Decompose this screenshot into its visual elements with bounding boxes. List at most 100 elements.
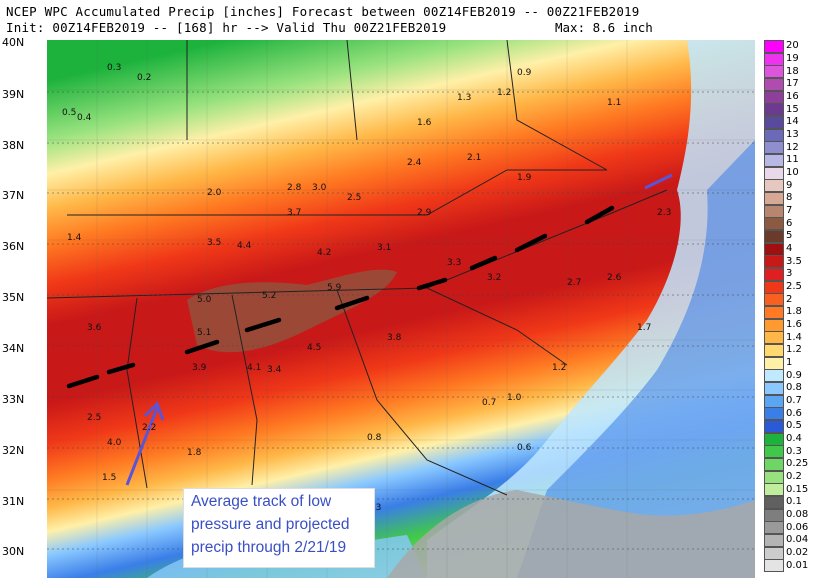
precip-value: 0.6 [517, 443, 532, 453]
legend-label: 0.7 [786, 395, 802, 406]
precip-value: 3.4 [267, 365, 282, 375]
legend-label: 2.5 [786, 281, 802, 292]
precip-value: 5.9 [327, 283, 342, 293]
legend-label: 0.06 [786, 521, 809, 533]
legend-swatch [764, 90, 784, 104]
precip-value: 5.0 [197, 295, 212, 305]
precip-map: 0.3 0.2 0.4 0.5 0.9 1.2 1.3 1.6 1.1 1.4 2.0 2.8 3.0 2… [47, 40, 755, 578]
legend-swatch [764, 242, 784, 256]
precip-value: 1.1 [607, 98, 621, 108]
legend-swatch [764, 356, 784, 370]
legend-swatch [764, 179, 784, 193]
legend-swatch [764, 204, 784, 218]
legend-swatch [764, 445, 784, 459]
precip-value: 1.2 [552, 363, 566, 373]
legend-swatch [764, 344, 784, 358]
annotation-line-2: pressure and projected [191, 516, 350, 533]
legend-label: 3.5 [786, 255, 802, 267]
precip-value: 0.7 [482, 398, 496, 408]
precip-value: 0.9 [517, 68, 532, 78]
legend-swatch [764, 559, 784, 573]
legend-label: 0.02 [786, 547, 809, 558]
legend-label: 1.4 [786, 331, 802, 343]
precip-value: 1.9 [517, 173, 532, 183]
legend-label: 4 [786, 243, 793, 254]
precip-value-labels: 0.3 0.2 0.40.5 0.9 1.2 1.3 1.6 1.1 1.4 2.0 2.8 3.0 2… [62, 63, 671, 513]
precip-map-canvas: 0.3 0.2 0.40.5 0.9 1.2 1.3 1.6 1.1 1.4 2.0 2.8 3.0 2… [47, 40, 755, 578]
legend-swatch [764, 116, 784, 130]
legend-swatch [764, 369, 784, 383]
precip-value: 3.1 [377, 243, 391, 253]
legend-label: 7 [786, 205, 793, 216]
legend-swatch [764, 280, 784, 294]
no-precip-area [387, 490, 755, 578]
annotation-line-1: Average track of low [191, 493, 332, 510]
lat-label-40n: 40N [2, 36, 25, 49]
legend-swatch [764, 255, 784, 269]
legend-label: 18 [786, 65, 799, 77]
legend-swatch [764, 268, 784, 282]
precip-value: 3.9 [192, 363, 207, 373]
legend-label: 10 [786, 167, 799, 178]
precip-value: 1.3 [457, 93, 471, 103]
precip-value: 0.3 [107, 63, 121, 73]
precip-value: 2.5 [87, 413, 101, 423]
legend-swatch [764, 78, 784, 92]
legend-label: 12 [786, 141, 799, 153]
legend-swatch [764, 52, 784, 66]
precip-value: 3.8 [387, 333, 402, 343]
precip-value: 3.0 [312, 183, 327, 193]
legend-swatch [764, 128, 784, 142]
county-lines [47, 40, 755, 578]
annotation-line-3: precip through 2/21/19 [191, 539, 347, 556]
legend-swatch [764, 318, 784, 332]
legend-label: 16 [786, 91, 799, 102]
precip-value: 3.3 [447, 258, 461, 268]
precip-value: 2.6 [607, 273, 622, 283]
legend-swatch [764, 166, 784, 180]
legend-label: 9 [786, 179, 793, 191]
legend-swatch [764, 230, 784, 244]
precip-value: 5.1 [197, 328, 211, 338]
precip-value: 3.5 [207, 238, 221, 248]
legend-swatch [764, 458, 784, 472]
precip-value: 1.6 [417, 118, 432, 128]
precip-value: 3.2 [487, 273, 501, 283]
precip-value: 0.5 [62, 108, 76, 118]
precip-value: 2.8 [287, 183, 302, 193]
legend-swatch [764, 394, 784, 408]
legend-label: 6 [786, 217, 793, 229]
legend-swatch [764, 407, 784, 421]
precip-value: 4.5 [307, 343, 321, 353]
legend-label: 5 [786, 230, 793, 242]
legend-label: 0.5 [786, 420, 802, 432]
legend-swatch [764, 103, 784, 117]
precip-value: 1.5 [102, 473, 116, 483]
legend-label: 8 [786, 192, 793, 204]
legend-swatch [764, 306, 784, 320]
legend-label: 0.9 [786, 369, 802, 381]
legend-swatch [764, 420, 784, 434]
precip-value: 4.1 [247, 363, 261, 373]
lat-label-32n: 32N [2, 444, 25, 457]
legend-label: 13 [786, 129, 799, 140]
legend-swatch [764, 432, 784, 446]
precip-value: 1.2 [497, 88, 511, 98]
legend-swatch [764, 521, 784, 535]
legend-label: 14 [786, 116, 799, 128]
legend-label: 0.8 [786, 382, 802, 394]
legend-label: 3 [786, 268, 793, 280]
legend-swatch [764, 192, 784, 206]
precip-value: 2.5 [347, 193, 361, 203]
legend-label: 0.25 [786, 458, 809, 470]
legend-swatch [764, 141, 784, 155]
legend-swatch [764, 534, 784, 548]
annotation-arrow [125, 173, 673, 486]
precip-value: 1.0 [507, 393, 522, 403]
legend-label: 17 [786, 78, 799, 90]
legend-label: 0.15 [786, 483, 809, 495]
lat-label-37n: 37N [2, 189, 25, 202]
legend-label: 1.8 [786, 306, 802, 318]
precip-value: 4.4 [237, 241, 252, 251]
legend-label: 0.04 [786, 534, 809, 546]
